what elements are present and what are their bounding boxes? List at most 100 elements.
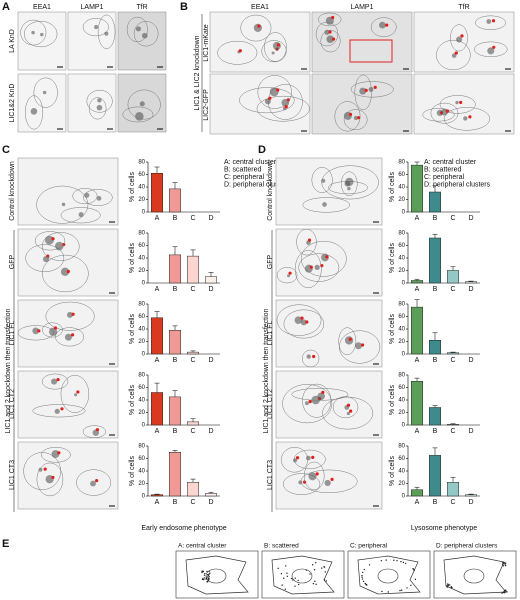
y-tick-label: 80 (398, 231, 405, 237)
vesicle-cluster (55, 241, 64, 251)
column-header: LAMP1 (81, 4, 104, 11)
vesicle (502, 565, 505, 567)
marker-dot (325, 255, 329, 259)
x-tick-label: A (415, 357, 420, 364)
marker-dot (308, 400, 312, 404)
bar (428, 407, 442, 426)
y-tick-label: 20 (138, 410, 145, 416)
y-tick-label: 20 (138, 197, 145, 203)
marker-dot (315, 472, 319, 476)
cell-outline (443, 107, 490, 131)
marker-dot (328, 30, 332, 34)
bar (428, 455, 442, 497)
marker-dot (491, 19, 496, 23)
bar (446, 270, 460, 284)
micrograph (209, 73, 311, 135)
vesicle (207, 574, 210, 577)
bar (446, 424, 460, 426)
cell-outline (283, 473, 321, 495)
micrograph (17, 441, 119, 510)
nucleus (291, 568, 313, 584)
y-tick-label: 0 (402, 281, 406, 287)
schematic-frame (347, 550, 431, 599)
zoom-box (349, 39, 393, 63)
vesicle-cluster (359, 87, 367, 95)
marker-dot (300, 316, 304, 320)
cell-outline (127, 89, 161, 120)
y-tick-label: 0 (402, 423, 406, 429)
nucleus (463, 568, 485, 584)
x-tick-label: A (415, 428, 420, 435)
vesicle-cluster (463, 116, 468, 121)
bar (410, 280, 424, 284)
cell-outline (302, 383, 332, 418)
x-tick-label: D (208, 357, 213, 364)
y-axis-title: % of cells (389, 243, 396, 273)
vesicle (305, 569, 308, 571)
marker-dot (309, 265, 313, 269)
y-axis-title: % of cells (129, 243, 136, 273)
x-tick-label: D (208, 499, 213, 506)
cell-outline (291, 388, 349, 401)
marker-dot (460, 34, 464, 38)
vesicle (502, 562, 504, 564)
cell-outline (320, 30, 341, 53)
y-tick-label: 80 (138, 160, 145, 166)
vesicle (294, 585, 296, 587)
vesicle (380, 559, 383, 562)
legend-entry: D: peripheral clusters (424, 181, 491, 188)
y-tick-label: 0 (142, 281, 146, 287)
x-tick-label: C (190, 499, 195, 506)
vesicle (361, 571, 364, 574)
bar (150, 392, 164, 426)
cell-outline (332, 396, 359, 419)
micrograph (311, 73, 413, 135)
y-tick-label: 20 (138, 339, 145, 345)
x-tick-label: C (450, 357, 455, 364)
cell-outline (40, 447, 71, 463)
vesicle (447, 583, 449, 586)
row-label: Control knockdown (267, 161, 274, 221)
vesicle (320, 567, 323, 569)
cell-outline (322, 396, 374, 430)
cell-outline (350, 81, 394, 98)
vesicle (202, 570, 204, 573)
column-header: LAMP1 (351, 4, 374, 11)
micrograph (275, 228, 383, 297)
marker-dot (295, 456, 300, 460)
vesicle-cluster (306, 354, 311, 359)
cell-outline (34, 231, 66, 251)
x-tick-label: B (173, 286, 178, 293)
bar (410, 381, 424, 426)
x-tick-label: A (415, 286, 420, 293)
x-tick-label: C (450, 428, 455, 435)
cell-outline (256, 95, 310, 122)
cell-outline (82, 425, 107, 438)
vesicle-cluster (104, 31, 109, 36)
marker-dot (276, 43, 280, 47)
cell-outline (41, 232, 80, 261)
marker-dot (268, 96, 272, 100)
x-tick-label: C (190, 215, 195, 222)
y-tick-label: 60 (138, 172, 145, 178)
cell-schematic (357, 555, 421, 595)
column-header: TfR (458, 4, 469, 11)
cell-outline (33, 77, 58, 108)
vesicle-cluster (271, 51, 275, 55)
schematic-label: B: scattered (264, 543, 299, 550)
marker-dot (70, 333, 75, 337)
x-tick-label: A (155, 357, 160, 364)
bar (186, 351, 200, 355)
vesicle (361, 576, 363, 578)
group-label: LIC1 & LIC2 knockdown (194, 35, 201, 110)
bar (410, 306, 424, 355)
vesicle-cluster (324, 479, 331, 487)
vesicle (324, 571, 326, 573)
marker-dot (348, 112, 353, 116)
row-label: LIC1 CT2 (9, 389, 16, 419)
cell-outline (25, 244, 65, 272)
vesicle (314, 580, 316, 583)
vesicle-cluster (486, 19, 492, 24)
bar (168, 396, 182, 426)
cell-outline (302, 197, 350, 213)
